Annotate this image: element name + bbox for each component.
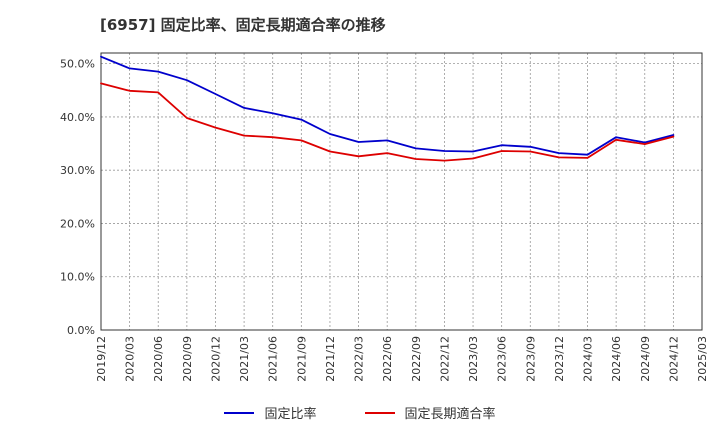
y-tick-label: 50.0% (60, 58, 95, 71)
series-line-long-term-fixed-ratio (100, 82, 675, 162)
x-tick-label: 2023/12 (553, 336, 566, 382)
y-tick-label: 10.0% (60, 271, 95, 284)
x-tick-label: 2022/09 (410, 336, 423, 382)
x-tick-label: 2020/06 (152, 336, 165, 382)
chart-plot: 0.0% 10.0% 20.0% 30.0% 40.0% 50.0% 2019/12 2020… (60, 52, 709, 382)
x-tick-label: 2023/06 (496, 336, 509, 382)
x-tick-label: 2022/12 (438, 336, 451, 382)
plot-frame (100, 52, 703, 331)
y-tick-label: 40.0% (60, 111, 95, 124)
y-tick-label: 0.0% (67, 324, 95, 337)
x-tick-label: 2024/03 (582, 336, 595, 382)
x-tick-label: 2024/12 (667, 336, 680, 382)
x-tick-label: 2023/03 (467, 336, 480, 382)
y-tick-label: 30.0% (60, 164, 95, 177)
x-tick-label: 2024/06 (610, 336, 623, 382)
legend-swatch-fixed-ratio (224, 411, 255, 414)
legend-item-fixed-ratio: 固定比率 (224, 403, 317, 422)
x-tick-label: 2020/03 (124, 336, 137, 382)
x-tick-label: 2022/03 (353, 336, 366, 382)
legend-label-fixed-ratio: 固定比率 (264, 407, 317, 422)
legend-label-long-term-fixed-ratio: 固定長期適合率 (404, 407, 496, 422)
series-line-fixed-ratio (100, 55, 675, 156)
x-tick-label: 2020/12 (209, 336, 222, 382)
x-tick-label: 2024/09 (639, 336, 652, 382)
x-tick-label: 2021/09 (295, 336, 308, 382)
x-tick-label: 2021/12 (324, 336, 337, 382)
x-tick-label: 2021/06 (267, 336, 280, 382)
y-tick-label: 20.0% (60, 217, 95, 230)
x-tick-label: 2022/06 (381, 336, 394, 382)
chart-title: [6957] 固定比率、固定長期適合率の推移 (100, 16, 386, 34)
legend: 固定比率 固定長期適合率 (0, 403, 720, 422)
legend-item-long-term-fixed-ratio: 固定長期適合率 (364, 403, 496, 422)
x-tick-label: 2025/03 (696, 336, 709, 382)
legend-swatch-long-term-fixed-ratio (364, 411, 395, 414)
x-tick-label: 2019/12 (95, 336, 108, 382)
x-tick-label: 2021/03 (238, 336, 251, 382)
x-tick-label: 2023/09 (524, 336, 537, 382)
plot-area (101, 53, 702, 330)
x-tick-label: 2020/09 (181, 336, 194, 382)
